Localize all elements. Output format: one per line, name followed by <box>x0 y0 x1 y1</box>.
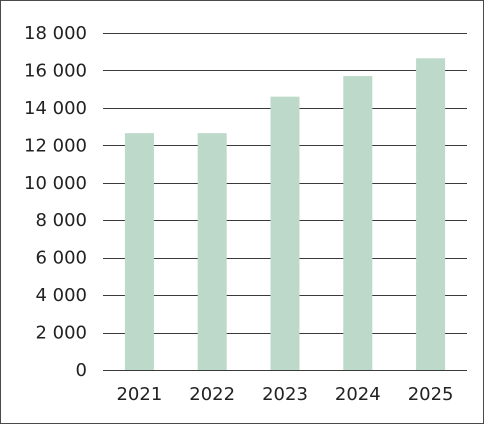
y-tick-label: 4 000 <box>35 285 87 306</box>
x-tick-label: 2023 <box>262 384 308 405</box>
y-axis-tick-labels: 0 2 000 4 000 6 000 8 000 10 000 12 000 14 000 1… <box>24 23 87 381</box>
x-tick-label: 2021 <box>116 384 162 405</box>
y-tick-label: 6 000 <box>35 248 87 269</box>
y-tick-label: 2 000 <box>35 323 87 344</box>
y-tick-label: 12 000 <box>24 135 87 156</box>
y-tick-label: 8 000 <box>35 210 87 231</box>
x-tick-label: 2024 <box>335 384 381 405</box>
y-tick-label: 14 000 <box>24 98 87 119</box>
y-tick-label: 16 000 <box>24 60 87 81</box>
bar-2025 <box>416 58 446 371</box>
bar-2023 <box>270 96 300 371</box>
bars <box>124 58 446 371</box>
x-tick-label: 2022 <box>189 384 235 405</box>
bar-2022 <box>197 133 227 370</box>
y-tick-label: 0 <box>76 360 87 381</box>
bar-2021 <box>124 133 154 370</box>
y-tick-label: 10 000 <box>24 173 87 194</box>
bar-2024 <box>343 76 373 371</box>
x-axis-tick-labels: 2021 2022 2023 2024 2025 <box>116 384 453 405</box>
x-tick-label: 2025 <box>408 384 454 405</box>
y-tick-label: 18 000 <box>24 23 87 44</box>
